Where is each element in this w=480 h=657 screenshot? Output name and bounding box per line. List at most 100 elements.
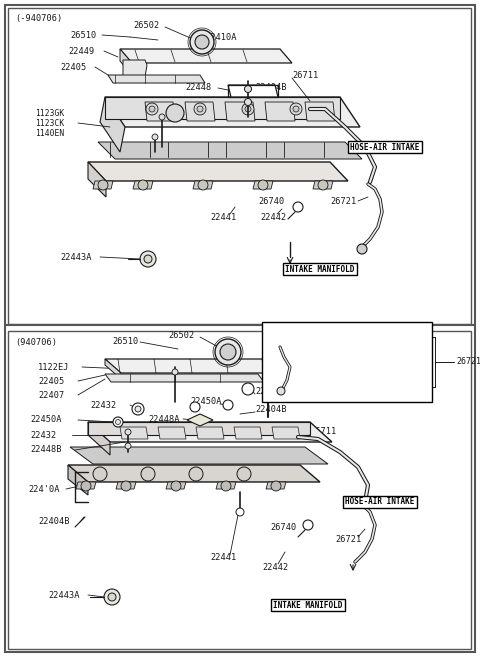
Text: 22432: 22432: [90, 401, 116, 409]
Circle shape: [264, 393, 272, 401]
Bar: [262, 322, 432, 402]
Text: 26740: 26740: [258, 196, 284, 206]
Text: 22404B: 22404B: [255, 83, 287, 91]
Text: 1122EJ: 1122EJ: [38, 363, 70, 371]
Polygon shape: [123, 60, 147, 79]
Circle shape: [113, 417, 123, 427]
Polygon shape: [76, 482, 96, 489]
Circle shape: [237, 467, 251, 481]
Polygon shape: [266, 482, 286, 489]
Circle shape: [264, 353, 272, 361]
Circle shape: [290, 103, 302, 115]
Text: 22442: 22442: [260, 212, 286, 221]
Polygon shape: [68, 465, 320, 482]
Text: 1140EN: 1140EN: [35, 129, 64, 139]
Circle shape: [357, 244, 367, 254]
Text: (-CALIFORNIA): (-CALIFORNIA): [267, 336, 332, 344]
Circle shape: [264, 373, 272, 381]
Circle shape: [271, 481, 281, 491]
Text: 26721: 26721: [335, 535, 361, 543]
Polygon shape: [120, 427, 148, 439]
Circle shape: [242, 383, 254, 395]
Circle shape: [197, 106, 203, 112]
Polygon shape: [68, 465, 88, 495]
Text: 26510: 26510: [112, 338, 138, 346]
Circle shape: [159, 114, 165, 120]
Circle shape: [194, 103, 206, 115]
Polygon shape: [88, 162, 106, 197]
Text: 22405: 22405: [38, 376, 64, 386]
Text: 26721: 26721: [330, 196, 356, 206]
Circle shape: [81, 481, 91, 491]
Polygon shape: [88, 422, 332, 442]
Text: (-940706): (-940706): [15, 14, 62, 22]
Polygon shape: [313, 181, 333, 189]
Circle shape: [303, 520, 313, 530]
Circle shape: [195, 35, 209, 49]
Circle shape: [144, 255, 152, 263]
Circle shape: [198, 180, 208, 190]
Circle shape: [244, 85, 252, 93]
Circle shape: [220, 344, 236, 360]
Polygon shape: [133, 181, 153, 189]
Circle shape: [125, 443, 131, 449]
Text: 22450A: 22450A: [190, 397, 221, 407]
Text: 22432: 22432: [30, 430, 56, 440]
Text: (940706): (940706): [15, 338, 57, 348]
Circle shape: [293, 106, 299, 112]
Polygon shape: [166, 482, 186, 489]
Text: 22452: 22452: [255, 386, 281, 396]
Circle shape: [104, 589, 120, 605]
Text: 26711: 26711: [292, 70, 318, 79]
Text: 1472AF: 1472AF: [304, 340, 333, 348]
Text: 26510: 26510: [70, 30, 96, 39]
Polygon shape: [116, 482, 136, 489]
Circle shape: [166, 104, 184, 122]
Circle shape: [125, 429, 131, 435]
Polygon shape: [98, 142, 362, 159]
Text: 1472AZ: 1472AZ: [304, 350, 333, 359]
Circle shape: [223, 400, 233, 410]
Text: 26711: 26711: [310, 428, 336, 436]
Circle shape: [121, 481, 131, 491]
Polygon shape: [228, 85, 278, 97]
Polygon shape: [187, 414, 213, 426]
Polygon shape: [265, 102, 295, 121]
Text: 22404B: 22404B: [255, 405, 287, 413]
Circle shape: [132, 403, 144, 415]
Circle shape: [108, 593, 116, 601]
Polygon shape: [158, 427, 186, 439]
Circle shape: [221, 481, 231, 491]
Circle shape: [135, 406, 141, 412]
Circle shape: [318, 180, 328, 190]
Circle shape: [138, 180, 148, 190]
Circle shape: [141, 467, 155, 481]
Text: 22405: 22405: [60, 62, 86, 72]
Circle shape: [277, 387, 285, 395]
Text: 22410A: 22410A: [205, 32, 237, 41]
Text: 1472AZ: 1472AZ: [304, 380, 333, 388]
Text: 22448A: 22448A: [148, 415, 180, 424]
Text: 224'0A: 224'0A: [28, 484, 60, 493]
Circle shape: [140, 251, 156, 267]
Circle shape: [258, 180, 268, 190]
Polygon shape: [88, 162, 348, 181]
Circle shape: [242, 103, 254, 115]
Polygon shape: [216, 482, 236, 489]
Polygon shape: [105, 374, 264, 382]
Text: 1.8L I4 DOHC: 1.8L I4 DOHC: [267, 325, 327, 334]
Text: 22404B: 22404B: [38, 518, 70, 526]
Polygon shape: [145, 102, 175, 121]
Polygon shape: [120, 49, 292, 63]
Text: 22448B: 22448B: [30, 445, 61, 455]
Text: INTAKE MANIFOLD: INTAKE MANIFOLD: [285, 265, 355, 273]
Circle shape: [98, 180, 108, 190]
Circle shape: [215, 339, 241, 365]
Polygon shape: [108, 75, 205, 83]
Polygon shape: [193, 181, 213, 189]
Polygon shape: [196, 427, 224, 439]
Polygon shape: [88, 422, 110, 455]
Text: 1123CK: 1123CK: [35, 120, 64, 129]
Polygon shape: [105, 97, 360, 127]
Text: 26502: 26502: [168, 330, 194, 340]
